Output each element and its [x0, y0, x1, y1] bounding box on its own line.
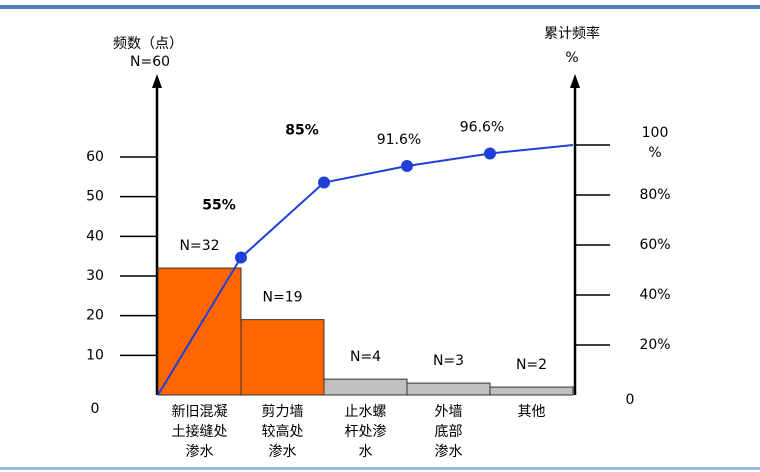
top-rule: [0, 5, 760, 9]
y-tick-label: 40: [86, 228, 104, 244]
bar: [240, 319, 325, 396]
y-tick-label: 20: [86, 308, 104, 324]
x-tick-label: 其他: [518, 404, 546, 420]
bar-label: N=32: [179, 238, 219, 254]
bar: [489, 386, 574, 396]
y2-tick-label: 0: [626, 392, 635, 408]
y2-axis-title: 累计频率: [544, 25, 600, 42]
bar-label: N=3: [433, 353, 464, 369]
y-axis-arrow: [152, 74, 162, 88]
line-marker: [235, 251, 247, 264]
line-marker: [484, 147, 496, 160]
y2-tick-label: 80%: [639, 187, 670, 203]
line-marker: [401, 160, 413, 172]
bar: [323, 378, 408, 396]
x-tick-label: 新旧混凝土接缝处渗水: [172, 404, 228, 460]
y2-tick-label: 20%: [639, 337, 670, 353]
y-tick-label: 0: [91, 401, 100, 417]
line-label: 85%: [285, 123, 319, 139]
y2-axis-arrow: [570, 74, 580, 88]
line-origin-segment: [157, 256, 242, 396]
line-marker: [318, 176, 330, 189]
bar-label: N=4: [350, 349, 381, 365]
y-tick-label: 50: [86, 189, 104, 205]
bar: [406, 382, 491, 396]
x-tick-label: 止水螺杆处渗水: [345, 404, 387, 460]
y-tick-label: 30: [86, 268, 104, 284]
y2-tick-label: 40%: [639, 287, 670, 303]
y2-axis-unit: %: [565, 50, 578, 66]
y-tick-label: 10: [86, 347, 104, 363]
y-tick-label: 60: [86, 149, 104, 165]
y-axis-title: 频数（点）: [113, 36, 183, 52]
y-axis-subtitle: N=60: [130, 54, 170, 70]
line-label: 96.6%: [460, 120, 504, 136]
bar-label: N=19: [262, 290, 302, 306]
bar-label: N=2: [516, 357, 547, 373]
line-label: 91.6%: [377, 132, 421, 148]
bottom-rule: [0, 467, 760, 470]
y2-tick-label: 100%: [642, 125, 669, 161]
x-tick-label: 外墙底部渗水: [435, 404, 463, 460]
y2-tick-label: 60%: [639, 237, 670, 253]
line-label: 55%: [202, 198, 236, 214]
x-tick-label: 剪力墙较高处渗水: [262, 404, 304, 460]
